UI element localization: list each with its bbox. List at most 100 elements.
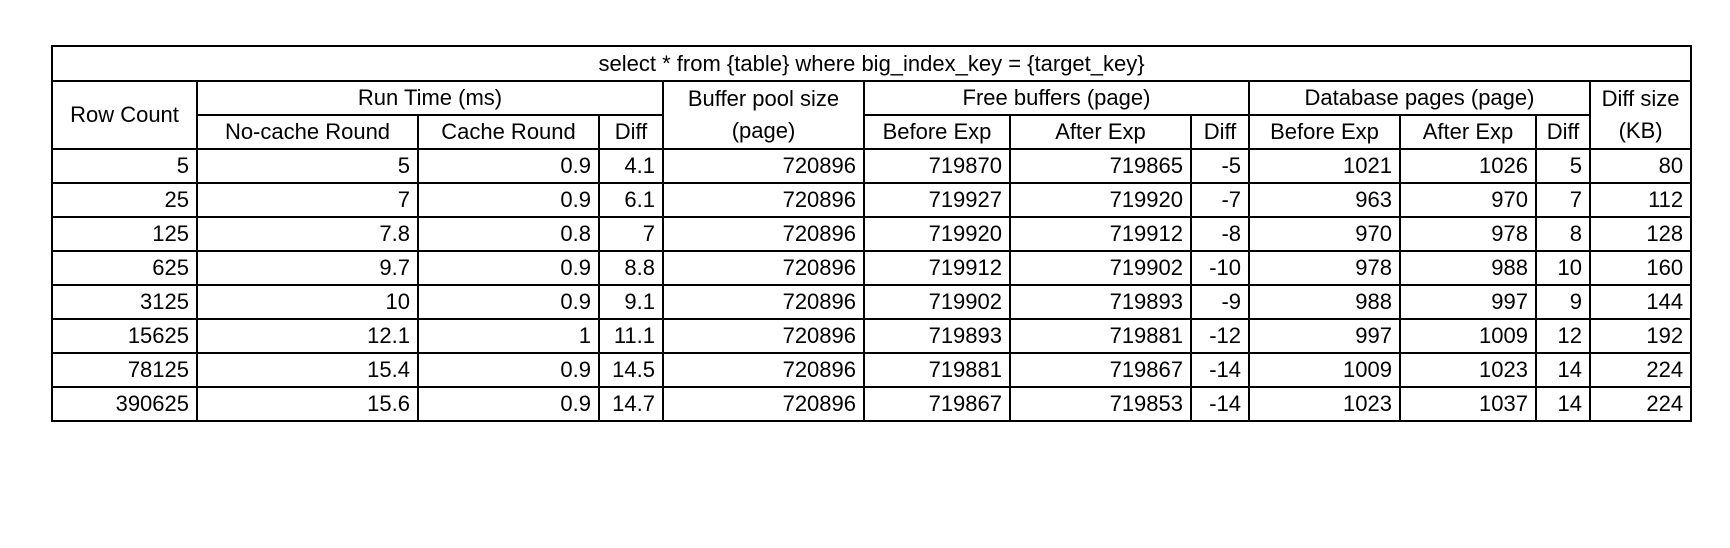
cell-row-count: 15625 bbox=[51, 318, 198, 354]
header-diff-size: Diff size (KB) bbox=[1588, 80, 1693, 150]
table-row: 15625 12.1 1 11.1 720896 719893 719881 -12 997 10… bbox=[51, 318, 1693, 354]
cell-diff-size: 128 bbox=[1588, 216, 1693, 252]
cell-buffer-pool-size: 720896 bbox=[662, 250, 865, 286]
header-free-before: Before Exp bbox=[863, 114, 1011, 150]
cell-free-after: 719865 bbox=[1009, 148, 1192, 184]
cell-run-time-diff: 7 bbox=[598, 216, 664, 252]
cell-db-before: 970 bbox=[1248, 216, 1401, 252]
cell-cache-round: 0.9 bbox=[417, 386, 600, 422]
cell-free-before: 719867 bbox=[863, 386, 1011, 422]
cell-free-before: 719870 bbox=[863, 148, 1011, 184]
table-row: 25 7 0.9 6.1 720896 719927 719920 -7 963 970 7 112 bbox=[51, 182, 1693, 218]
cell-cache-round: 1 bbox=[417, 318, 600, 354]
cell-cache-round: 0.9 bbox=[417, 284, 600, 320]
cell-diff-size: 144 bbox=[1588, 284, 1693, 320]
cell-free-diff: -7 bbox=[1190, 182, 1250, 218]
cell-diff-size: 192 bbox=[1588, 318, 1693, 354]
cell-db-after: 970 bbox=[1399, 182, 1537, 218]
cell-free-diff: -9 bbox=[1190, 284, 1250, 320]
cell-diff-size: 160 bbox=[1588, 250, 1693, 286]
cell-run-time-diff: 6.1 bbox=[598, 182, 664, 218]
cell-db-before: 963 bbox=[1248, 182, 1401, 218]
cell-cache-round: 0.9 bbox=[417, 250, 600, 286]
cell-no-cache-round: 5 bbox=[196, 148, 419, 184]
cell-no-cache-round: 15.6 bbox=[196, 386, 419, 422]
cell-db-after: 1009 bbox=[1399, 318, 1537, 354]
cell-row-count: 125 bbox=[51, 216, 198, 252]
cell-free-before: 719920 bbox=[863, 216, 1011, 252]
table-row: 78125 15.4 0.9 14.5 720896 719881 719867 -14 100… bbox=[51, 352, 1693, 388]
cell-buffer-pool-size: 720896 bbox=[662, 352, 865, 388]
header-buffer-pool-size-line2: (page) bbox=[731, 118, 796, 143]
cell-free-after: 719902 bbox=[1009, 250, 1192, 286]
cell-free-after: 719867 bbox=[1009, 352, 1192, 388]
header-run-time: Run Time (ms) bbox=[196, 80, 664, 116]
cell-free-after: 719920 bbox=[1009, 182, 1192, 218]
cell-no-cache-round: 12.1 bbox=[196, 318, 419, 354]
cell-db-diff: 9 bbox=[1535, 284, 1591, 320]
cell-row-count: 3125 bbox=[51, 284, 198, 320]
cell-free-diff: -12 bbox=[1190, 318, 1250, 354]
table-row: 5 5 0.9 4.1 720896 719870 719865 -5 1021 1026 5 80 bbox=[51, 148, 1693, 184]
cell-run-time-diff: 8.8 bbox=[598, 250, 664, 286]
cell-free-diff: -14 bbox=[1190, 352, 1250, 388]
cell-db-after: 997 bbox=[1399, 284, 1537, 320]
cell-free-after: 719853 bbox=[1009, 386, 1192, 422]
cell-free-before: 719912 bbox=[863, 250, 1011, 286]
cell-buffer-pool-size: 720896 bbox=[662, 182, 865, 218]
cell-free-before: 719893 bbox=[863, 318, 1011, 354]
cell-db-before: 997 bbox=[1248, 318, 1401, 354]
cell-free-diff: -10 bbox=[1190, 250, 1250, 286]
cell-run-time-diff: 14.7 bbox=[598, 386, 664, 422]
cell-buffer-pool-size: 720896 bbox=[662, 216, 865, 252]
cell-db-before: 1021 bbox=[1248, 148, 1401, 184]
header-database-pages: Database pages (page) bbox=[1248, 80, 1591, 116]
cell-free-before: 719902 bbox=[863, 284, 1011, 320]
cell-run-time-diff: 4.1 bbox=[598, 148, 664, 184]
cell-row-count: 25 bbox=[51, 182, 198, 218]
cell-row-count: 390625 bbox=[51, 386, 198, 422]
caption-row: select * from {table} where big_index_ke… bbox=[50, 45, 1693, 82]
cell-row-count: 78125 bbox=[51, 352, 198, 388]
cell-run-time-diff: 11.1 bbox=[598, 318, 664, 354]
header-run-time-diff: Diff bbox=[598, 114, 664, 150]
cell-db-diff: 12 bbox=[1535, 318, 1591, 354]
cell-cache-round: 0.8 bbox=[417, 216, 600, 252]
cell-free-before: 719881 bbox=[863, 352, 1011, 388]
cell-db-before: 988 bbox=[1248, 284, 1401, 320]
header-buffer-pool-size-line1: Buffer pool size bbox=[687, 86, 840, 111]
header-db-before: Before Exp bbox=[1248, 114, 1401, 150]
cell-free-diff: -5 bbox=[1190, 148, 1250, 184]
cell-db-diff: 14 bbox=[1535, 386, 1591, 422]
cell-free-before: 719927 bbox=[863, 182, 1011, 218]
cell-db-after: 978 bbox=[1399, 216, 1537, 252]
cell-free-after: 719893 bbox=[1009, 284, 1192, 320]
cell-cache-round: 0.9 bbox=[417, 352, 600, 388]
table-row: 625 9.7 0.9 8.8 720896 719912 719902 -10 978 988 1… bbox=[51, 250, 1693, 286]
cell-diff-size: 224 bbox=[1588, 386, 1693, 422]
cell-cache-round: 0.9 bbox=[417, 148, 600, 184]
header-free-after: After Exp bbox=[1009, 114, 1192, 150]
results-table: select * from {table} where big_index_ke… bbox=[50, 45, 1693, 422]
header-free-diff: Diff bbox=[1190, 114, 1250, 150]
cell-db-after: 1026 bbox=[1399, 148, 1537, 184]
header-diff-size-line1: Diff size bbox=[1601, 86, 1680, 111]
cell-db-after: 1023 bbox=[1399, 352, 1537, 388]
header-cache-round: Cache Round bbox=[417, 114, 600, 150]
cell-db-diff: 14 bbox=[1535, 352, 1591, 388]
cell-db-diff: 8 bbox=[1535, 216, 1591, 252]
header-diff-size-line2: (KB) bbox=[1618, 118, 1663, 143]
cell-run-time-diff: 9.1 bbox=[598, 284, 664, 320]
header-row-2: No-cache Round Cache Round Diff Before E… bbox=[52, 114, 1691, 150]
cell-no-cache-round: 10 bbox=[196, 284, 419, 320]
cell-buffer-pool-size: 720896 bbox=[662, 386, 865, 422]
cell-diff-size: 224 bbox=[1588, 352, 1693, 388]
header-db-diff: Diff bbox=[1535, 114, 1591, 150]
header-row-count: Row Count bbox=[51, 80, 198, 150]
header-no-cache-round: No-cache Round bbox=[196, 114, 419, 150]
cell-no-cache-round: 9.7 bbox=[196, 250, 419, 286]
cell-db-before: 978 bbox=[1248, 250, 1401, 286]
cell-diff-size: 80 bbox=[1588, 148, 1693, 184]
cell-db-after: 1037 bbox=[1399, 386, 1537, 422]
cell-buffer-pool-size: 720896 bbox=[662, 284, 865, 320]
